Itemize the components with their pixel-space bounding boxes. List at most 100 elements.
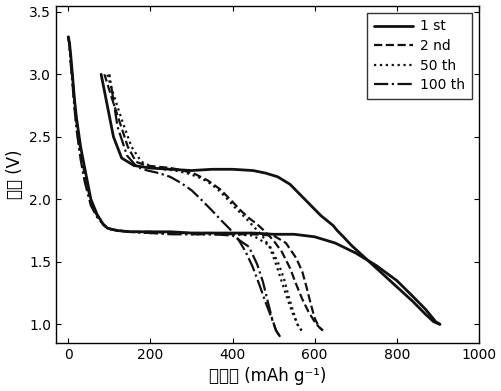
1 st bbox=[68, 53, 74, 58]
50 th bbox=[147, 231, 153, 235]
2 nd bbox=[319, 328, 325, 333]
1 st bbox=[108, 227, 114, 231]
1 st bbox=[311, 235, 317, 239]
50 th bbox=[274, 260, 280, 264]
2 nd bbox=[168, 231, 174, 235]
1 st bbox=[127, 230, 133, 234]
1 st bbox=[372, 263, 378, 268]
1 st bbox=[168, 230, 174, 234]
1 st bbox=[100, 222, 106, 227]
100 th bbox=[69, 81, 75, 85]
1 st bbox=[291, 232, 297, 237]
1 st bbox=[69, 72, 75, 77]
1 st bbox=[208, 231, 214, 235]
1 st bbox=[66, 41, 72, 45]
100 th bbox=[147, 231, 153, 235]
100 th bbox=[71, 106, 77, 110]
100 th bbox=[88, 203, 94, 208]
50 th bbox=[68, 59, 74, 64]
2 nd bbox=[108, 227, 114, 231]
50 th bbox=[65, 34, 71, 39]
100 th bbox=[66, 45, 72, 49]
2 nd bbox=[73, 119, 79, 124]
1 st bbox=[352, 251, 358, 255]
100 th bbox=[265, 300, 271, 304]
100 th bbox=[254, 262, 260, 267]
1 st bbox=[65, 34, 71, 39]
50 th bbox=[294, 322, 300, 326]
100 th bbox=[277, 334, 283, 339]
100 th bbox=[188, 232, 194, 237]
50 th bbox=[71, 103, 77, 108]
1 st bbox=[249, 231, 256, 235]
2 nd bbox=[88, 199, 94, 204]
2 nd bbox=[69, 74, 75, 79]
50 th bbox=[229, 232, 235, 237]
100 th bbox=[114, 228, 120, 233]
1 st bbox=[147, 230, 153, 234]
100 th bbox=[68, 62, 74, 66]
50 th bbox=[127, 230, 133, 234]
50 th bbox=[188, 232, 194, 237]
50 th bbox=[88, 202, 94, 206]
1 st bbox=[94, 212, 100, 217]
2 nd bbox=[68, 57, 74, 62]
2 nd bbox=[127, 230, 133, 234]
Line: 50 th: 50 th bbox=[68, 37, 301, 330]
100 th bbox=[245, 244, 252, 249]
1 st bbox=[88, 197, 94, 202]
100 th bbox=[168, 232, 174, 237]
50 th bbox=[249, 233, 256, 238]
1 st bbox=[432, 319, 438, 324]
50 th bbox=[114, 228, 120, 233]
Legend: 1 st, 2 nd, 50 th, 100 th: 1 st, 2 nd, 50 th, 100 th bbox=[367, 13, 471, 99]
2 nd bbox=[303, 284, 309, 289]
100 th bbox=[273, 328, 279, 333]
2 nd bbox=[293, 256, 299, 260]
2 nd bbox=[147, 230, 153, 234]
2 nd bbox=[78, 149, 84, 154]
50 th bbox=[94, 214, 100, 219]
1 st bbox=[270, 232, 276, 237]
1 st bbox=[409, 294, 415, 299]
50 th bbox=[104, 226, 110, 230]
100 th bbox=[78, 157, 84, 161]
1 st bbox=[71, 97, 77, 102]
100 th bbox=[100, 222, 106, 227]
100 th bbox=[229, 233, 235, 238]
100 th bbox=[269, 316, 275, 320]
2 nd bbox=[82, 172, 88, 177]
2 nd bbox=[307, 301, 313, 305]
50 th bbox=[208, 232, 214, 237]
1 st bbox=[82, 166, 88, 170]
100 th bbox=[82, 179, 88, 184]
100 th bbox=[104, 226, 110, 230]
100 th bbox=[108, 227, 114, 231]
100 th bbox=[260, 280, 266, 284]
Line: 1 st: 1 st bbox=[68, 37, 439, 324]
Line: 100 th: 100 th bbox=[68, 37, 280, 337]
100 th bbox=[208, 232, 214, 237]
2 nd bbox=[71, 99, 77, 104]
2 nd bbox=[249, 232, 256, 237]
2 nd bbox=[94, 213, 100, 218]
1 st bbox=[422, 307, 428, 312]
50 th bbox=[100, 222, 106, 227]
2 nd bbox=[283, 241, 289, 246]
50 th bbox=[280, 276, 286, 280]
1 st bbox=[229, 231, 235, 235]
1 st bbox=[73, 116, 79, 120]
2 nd bbox=[315, 325, 321, 329]
2 nd bbox=[299, 269, 305, 274]
Y-axis label: 电压 (V): 电压 (V) bbox=[6, 149, 24, 199]
50 th bbox=[82, 177, 88, 182]
2 nd bbox=[270, 233, 276, 238]
50 th bbox=[78, 154, 84, 159]
2 nd bbox=[66, 42, 72, 47]
1 st bbox=[104, 226, 110, 230]
1 st bbox=[393, 278, 399, 283]
2 nd bbox=[65, 34, 71, 39]
100 th bbox=[94, 214, 100, 219]
1 st bbox=[188, 231, 194, 235]
50 th bbox=[290, 309, 296, 314]
